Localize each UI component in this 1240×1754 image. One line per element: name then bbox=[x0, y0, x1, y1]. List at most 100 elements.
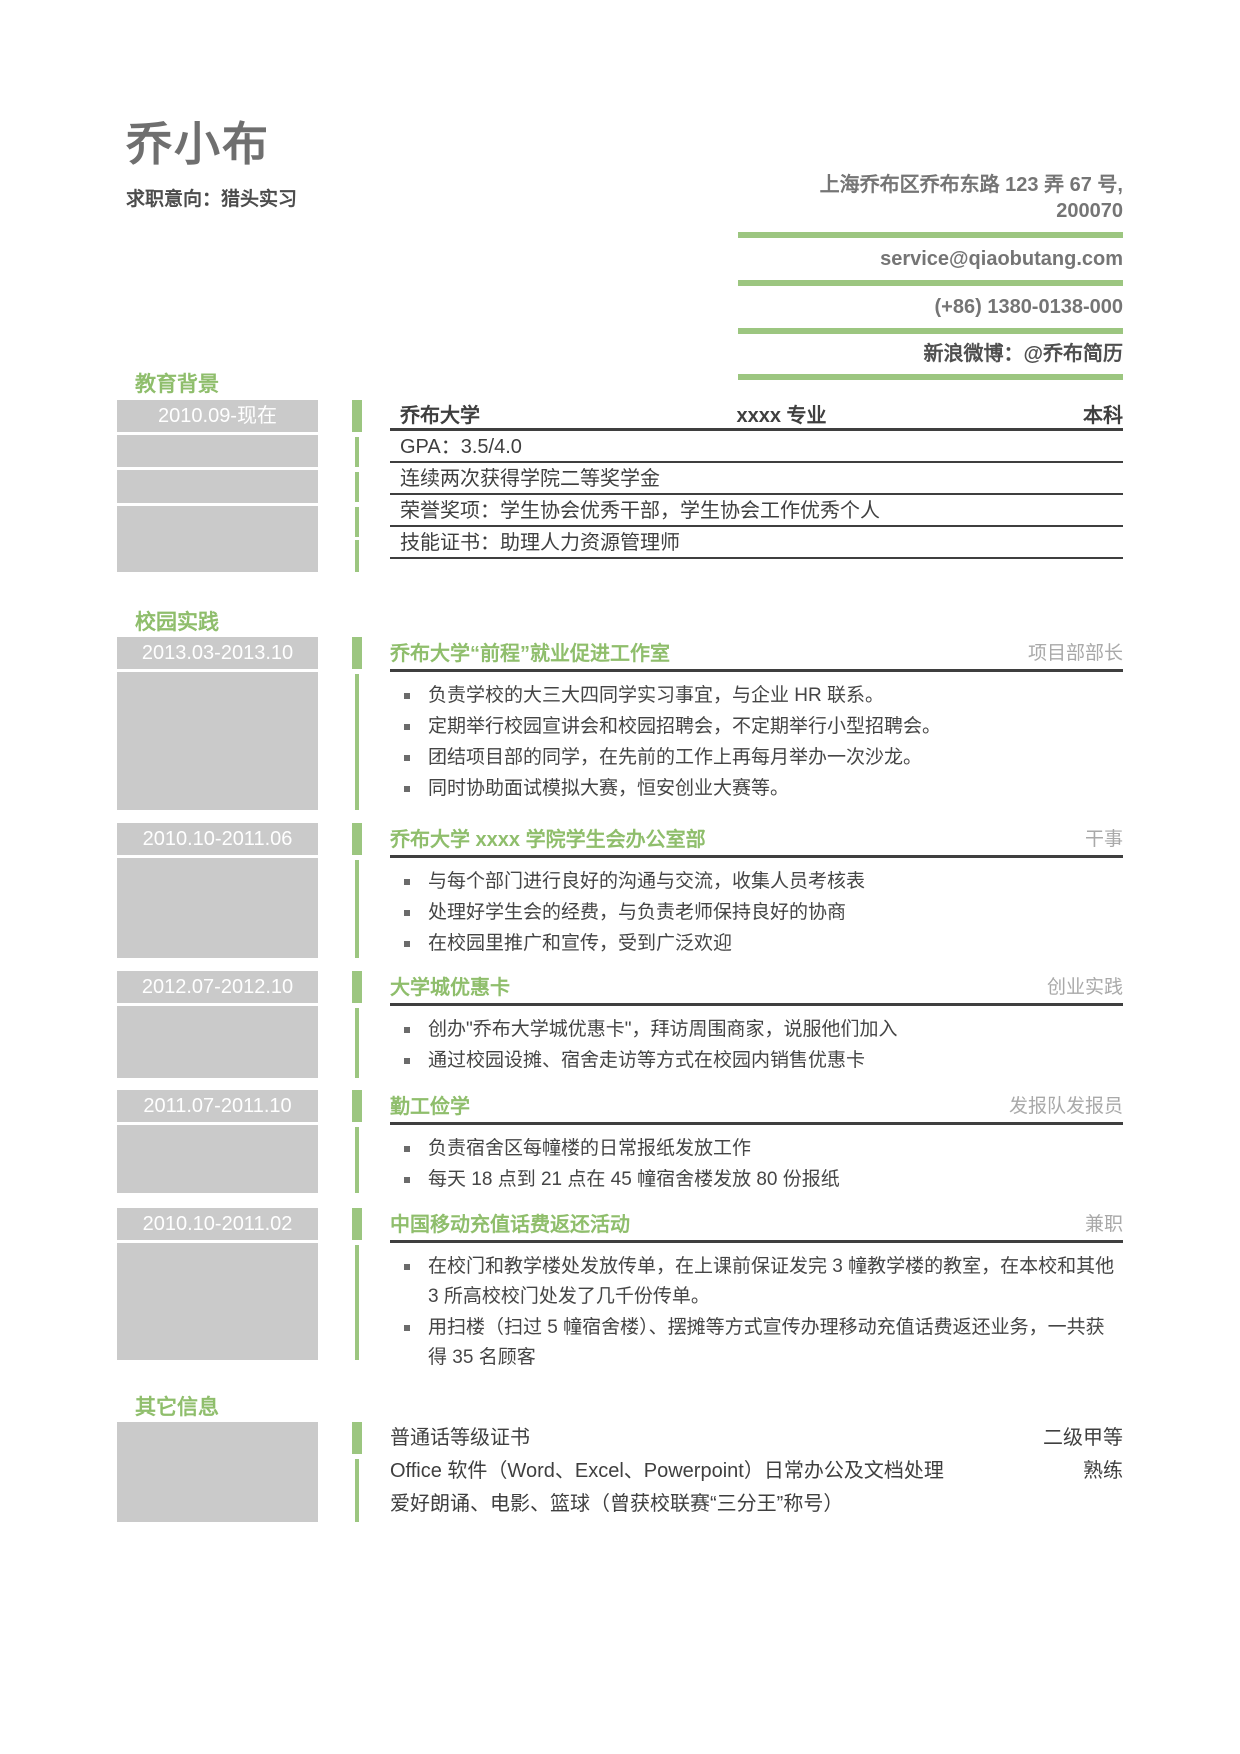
timeline-marker bbox=[352, 1208, 362, 1240]
bullet-item: 在校园里推广和宣传，受到广泛欢迎 bbox=[390, 929, 1123, 959]
experience-header: 中国移动充值话费返还活动 兼职 bbox=[390, 1208, 1123, 1243]
contact-address-line2: 200070 bbox=[1056, 200, 1123, 222]
education-table: 乔布大学 xxxx 专业 本科 GPA：3.5/4.0 连续两次获得学院二等奖学… bbox=[390, 400, 1123, 559]
timeline-line bbox=[355, 437, 359, 467]
experience-gray-column bbox=[117, 672, 318, 810]
other-gray-cell bbox=[117, 1422, 318, 1522]
experience-bullets: 与每个部门进行良好的沟通与交流，收集人员考核表 处理好学生会的经费，与负责老师保… bbox=[390, 867, 1123, 959]
education-major: xxxx 专业 bbox=[736, 405, 827, 427]
experience-gray-column bbox=[117, 1125, 318, 1193]
experience-content: 乔布大学“前程”就业促进工作室 项目部部长 负责学校的大三大四同学实习事宜，与企… bbox=[390, 637, 1123, 805]
experience-header: 乔布大学“前程”就业促进工作室 项目部部长 bbox=[390, 637, 1123, 672]
contact-address-line1: 上海乔布区乔布东路 123 弄 67 号, bbox=[819, 174, 1123, 196]
experience-org: 乔布大学 xxxx 学院学生会办公室部 bbox=[390, 829, 706, 851]
experience-content: 勤工俭学 发报队发报员 负责宿舍区每幢楼的日常报纸发放工作 每天 18 点到 2… bbox=[390, 1090, 1123, 1196]
experience-date: 2010.10-2011.06 bbox=[117, 823, 318, 855]
experience-header: 大学城优惠卡 创业实践 bbox=[390, 971, 1123, 1006]
education-date-cell: 2010.09-现在 bbox=[117, 400, 318, 432]
experience-role: 干事 bbox=[1084, 829, 1123, 850]
other-info-value: 熟练 bbox=[1083, 1460, 1123, 1482]
experience-role: 发报队发报员 bbox=[1008, 1096, 1123, 1117]
experience-org: 大学城优惠卡 bbox=[390, 977, 510, 999]
contact-divider-bar bbox=[738, 328, 1123, 334]
education-gray-cell bbox=[117, 470, 318, 503]
section-title-practice: 校园实践 bbox=[135, 611, 219, 634]
experience-gray-column bbox=[117, 1006, 318, 1078]
timeline-marker bbox=[352, 971, 362, 1003]
experience-bullets: 负责宿舍区每幢楼的日常报纸发放工作 每天 18 点到 21 点在 45 幢宿舍楼… bbox=[390, 1134, 1123, 1195]
other-info-value: 二级甲等 bbox=[1043, 1427, 1123, 1449]
experience-block: 2011.07-2011.10 勤工俭学 发报队发报员 负责宿舍区每幢楼的日常报… bbox=[117, 1090, 1123, 1193]
timeline-marker bbox=[352, 1090, 362, 1122]
education-detail-row: 连续两次获得学院二等奖学金 bbox=[390, 463, 1123, 495]
candidate-name: 乔小布 bbox=[126, 118, 270, 170]
bullet-item: 用扫楼（扫过 5 幢宿舍楼）、摆摊等方式宣传办理移动充值话费返还业务，一共获得 … bbox=[390, 1313, 1123, 1373]
bullet-item: 通过校园设摊、宿舍走访等方式在校园内销售优惠卡 bbox=[390, 1046, 1123, 1076]
bullet-item: 团结项目部的同学，在先前的工作上再每月举办一次沙龙。 bbox=[390, 743, 1123, 773]
experience-content: 中国移动充值话费返还活动 兼职 在校门和教学楼处发放传单，在上课前保证发完 3 … bbox=[390, 1208, 1123, 1374]
bullet-item: 与每个部门进行良好的沟通与交流，收集人员考核表 bbox=[390, 867, 1123, 897]
timeline-line bbox=[355, 507, 359, 537]
timeline-marker bbox=[352, 637, 362, 669]
other-info-label: 爱好朗诵、电影、篮球（曾获校联赛“三分王”称号） bbox=[390, 1493, 844, 1515]
experience-date: 2013.03-2013.10 bbox=[117, 637, 318, 669]
other-info-row: 爱好朗诵、电影、篮球（曾获校联赛“三分王”称号） bbox=[390, 1488, 1123, 1521]
experience-date: 2011.07-2011.10 bbox=[117, 1090, 318, 1122]
experience-header: 勤工俭学 发报队发报员 bbox=[390, 1090, 1123, 1125]
experience-bullets: 负责学校的大三大四同学实习事宜，与企业 HR 联系。 定期举行校园宣讲会和校园招… bbox=[390, 681, 1123, 804]
timeline-line bbox=[355, 860, 359, 958]
other-info-label: Office 软件（Word、Excel、Powerpoint）日常办公及文档处… bbox=[390, 1460, 944, 1482]
section-title-other: 其它信息 bbox=[135, 1396, 219, 1419]
experience-header: 乔布大学 xxxx 学院学生会办公室部 干事 bbox=[390, 823, 1123, 858]
timeline-marker bbox=[352, 400, 362, 432]
other-info-row: 普通话等级证书 二级甲等 bbox=[390, 1422, 1123, 1455]
experience-block: 2010.10-2011.02 中国移动充值话费返还活动 兼职 在校门和教学楼处… bbox=[117, 1208, 1123, 1368]
education-detail-row: 技能证书：助理人力资源管理师 bbox=[390, 527, 1123, 559]
contact-divider-bar bbox=[738, 232, 1123, 238]
experience-block: 2012.07-2012.10 大学城优惠卡 创业实践 创办"乔布大学城优惠卡"… bbox=[117, 971, 1123, 1078]
experience-block: 2010.10-2011.06 乔布大学 xxxx 学院学生会办公室部 干事 与… bbox=[117, 823, 1123, 958]
timeline-marker bbox=[352, 1422, 362, 1454]
experience-bullets: 在校门和教学楼处发放传单，在上课前保证发完 3 幢教学楼的教室，在本校和其他 3… bbox=[390, 1252, 1123, 1373]
experience-date: 2010.10-2011.02 bbox=[117, 1208, 318, 1240]
education-degree: 本科 bbox=[1083, 405, 1123, 427]
timeline-line bbox=[355, 472, 359, 502]
contact-divider-bar bbox=[738, 280, 1123, 286]
experience-block: 2013.03-2013.10 乔布大学“前程”就业促进工作室 项目部部长 负责… bbox=[117, 637, 1123, 810]
timeline-line bbox=[355, 540, 359, 572]
education-detail-row: GPA：3.5/4.0 bbox=[390, 431, 1123, 463]
contact-email: service@qiaobutang.com bbox=[880, 248, 1123, 270]
bullet-item: 处理好学生会的经费，与负责老师保持良好的协商 bbox=[390, 898, 1123, 928]
other-info-row: Office 软件（Word、Excel、Powerpoint）日常办公及文档处… bbox=[390, 1455, 1123, 1488]
experience-org: 乔布大学“前程”就业促进工作室 bbox=[390, 643, 670, 665]
timeline-line bbox=[355, 1127, 359, 1193]
education-detail-row: 荣誉奖项：学生协会优秀干部，学生协会工作优秀个人 bbox=[390, 495, 1123, 527]
bullet-item: 负责学校的大三大四同学实习事宜，与企业 HR 联系。 bbox=[390, 681, 1123, 711]
education-school: 乔布大学 bbox=[400, 405, 480, 427]
timeline-line bbox=[355, 1008, 359, 1078]
experience-org: 勤工俭学 bbox=[390, 1096, 470, 1118]
experience-org: 中国移动充值话费返还活动 bbox=[390, 1214, 630, 1236]
section-title-education: 教育背景 bbox=[135, 373, 219, 396]
bullet-item: 在校门和教学楼处发放传单，在上课前保证发完 3 幢教学楼的教室，在本校和其他 3… bbox=[390, 1252, 1123, 1312]
timeline-line bbox=[355, 1459, 359, 1522]
bullet-item: 定期举行校园宣讲会和校园招聘会，不定期举行小型招聘会。 bbox=[390, 712, 1123, 742]
education-gray-cell bbox=[117, 435, 318, 467]
experience-content: 乔布大学 xxxx 学院学生会办公室部 干事 与每个部门进行良好的沟通与交流，收… bbox=[390, 823, 1123, 960]
bullet-item: 同时协助面试模拟大赛，恒安创业大赛等。 bbox=[390, 774, 1123, 804]
bullet-item: 创办"乔布大学城优惠卡"，拜访周围商家，说服他们加入 bbox=[390, 1015, 1123, 1045]
bullet-item: 负责宿舍区每幢楼的日常报纸发放工作 bbox=[390, 1134, 1123, 1164]
experience-role: 创业实践 bbox=[1046, 977, 1123, 998]
job-objective: 求职意向：猎头实习 bbox=[126, 189, 298, 210]
education-school-row: 乔布大学 xxxx 专业 本科 bbox=[390, 400, 1123, 431]
timeline-line bbox=[355, 674, 359, 810]
other-info-table: 普通话等级证书 二级甲等 Office 软件（Word、Excel、Powerp… bbox=[390, 1422, 1123, 1521]
timeline-line bbox=[355, 1245, 359, 1360]
education-gray-cell bbox=[117, 506, 318, 572]
bullet-item: 每天 18 点到 21 点在 45 幢宿舍楼发放 80 份报纸 bbox=[390, 1165, 1123, 1195]
experience-bullets: 创办"乔布大学城优惠卡"，拜访周围商家，说服他们加入 通过校园设摊、宿舍走访等方… bbox=[390, 1015, 1123, 1076]
other-info-label: 普通话等级证书 bbox=[390, 1427, 530, 1449]
experience-role: 项目部部长 bbox=[1027, 643, 1123, 664]
experience-gray-column bbox=[117, 858, 318, 958]
